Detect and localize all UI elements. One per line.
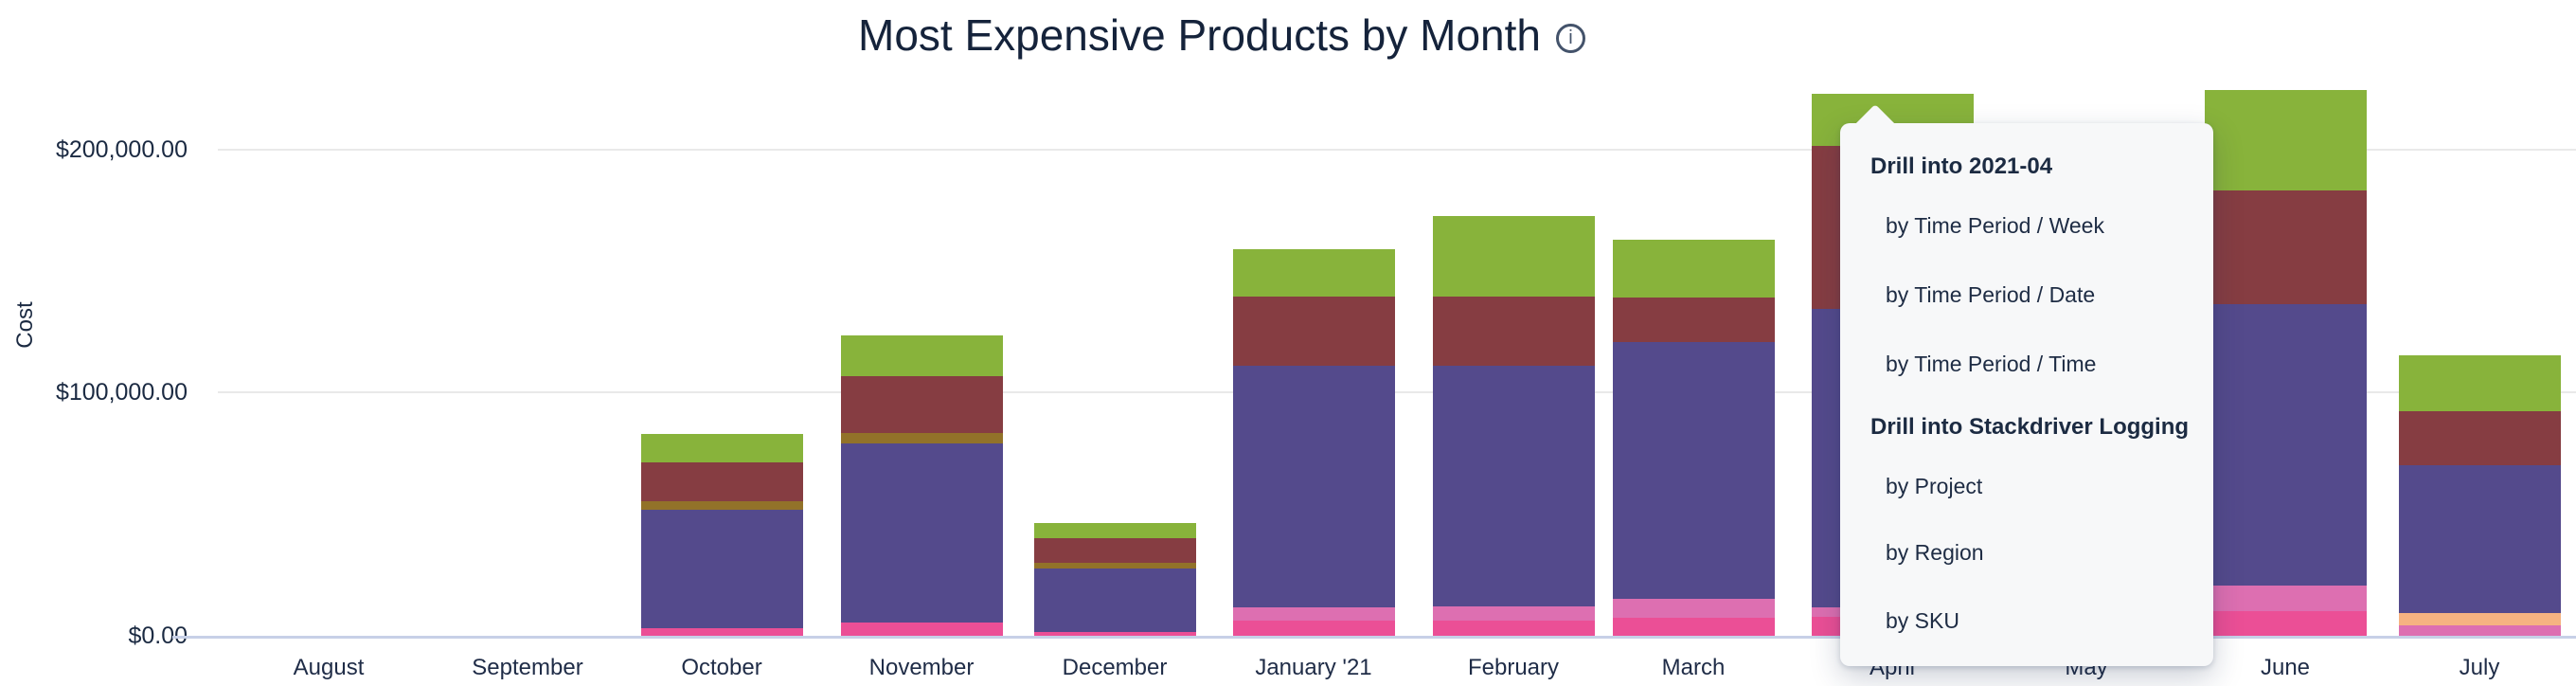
bar-segment-deep_pink[interactable]: [1232, 621, 1395, 636]
bar-segment-green[interactable]: [2398, 355, 2561, 411]
bar-segment-purple[interactable]: [1033, 569, 1196, 632]
bar-segment-deep_pink[interactable]: [2204, 611, 2367, 636]
bar-march[interactable]: [1612, 240, 1775, 636]
bar-february[interactable]: [1432, 216, 1595, 636]
bar-october[interactable]: [640, 434, 803, 636]
x-tick-label-january-21: January '21: [1255, 655, 1372, 680]
bar-segment-light_pink[interactable]: [2398, 625, 2561, 636]
y-tick-label-0: $0.00: [128, 623, 188, 649]
gridline-100000: [218, 391, 2576, 393]
bar-segment-purple[interactable]: [1432, 366, 1595, 606]
x-tick-label-august: August: [293, 655, 365, 680]
bar-segment-green[interactable]: [1612, 240, 1775, 298]
bar-segment-maroon[interactable]: [1612, 298, 1775, 342]
menu-item-by-region[interactable]: by Region: [1886, 540, 1984, 565]
bar-segment-deep_pink[interactable]: [1612, 618, 1775, 636]
x-tick-label-september: September: [472, 655, 583, 680]
x-tick-label-february: February: [1467, 655, 1560, 680]
bar-segment-orange[interactable]: [2398, 613, 2561, 625]
x-tick-label-december: December: [1062, 655, 1168, 680]
bar-segment-maroon[interactable]: [1033, 538, 1196, 563]
gridline-200000: [218, 149, 2576, 151]
page-title: Most Expensive Products by Month: [858, 10, 1541, 60]
bar-segment-light_pink[interactable]: [2204, 586, 2367, 611]
bar-segment-deep_pink[interactable]: [640, 628, 803, 636]
bar-segment-deep_pink[interactable]: [840, 623, 1003, 636]
bar-june[interactable]: [2204, 90, 2367, 636]
bar-segment-purple[interactable]: [1612, 342, 1775, 599]
x-tick-label-october: October: [681, 655, 762, 680]
menu-item-by-time-period-date[interactable]: by Time Period / Date: [1886, 282, 2096, 307]
bar-segment-purple[interactable]: [2204, 304, 2367, 586]
bar-january-21[interactable]: [1232, 249, 1395, 636]
y-tick-label-100000: $100,000.00: [55, 379, 188, 406]
bar-segment-deep_pink[interactable]: [1033, 632, 1196, 636]
bar-segment-purple[interactable]: [1232, 366, 1395, 607]
bar-segment-green[interactable]: [1033, 523, 1196, 538]
bar-segment-light_pink[interactable]: [1232, 607, 1395, 621]
bar-segment-green[interactable]: [640, 434, 803, 462]
bar-segment-maroon[interactable]: [1232, 297, 1395, 366]
menu-item-by-time-period-week[interactable]: by Time Period / Week: [1886, 213, 2104, 238]
bar-segment-maroon[interactable]: [640, 462, 803, 501]
bar-segment-green[interactable]: [1432, 216, 1595, 297]
bar-segment-green[interactable]: [1232, 249, 1395, 297]
bar-november[interactable]: [840, 335, 1003, 636]
y-tick-label-200000: $200,000.00: [55, 136, 188, 163]
menu-section-header-drill-into-2021-04: Drill into 2021-04: [1870, 153, 2053, 179]
bar-segment-deep_pink[interactable]: [1432, 621, 1595, 636]
x-tick-label-july: July: [2459, 655, 2500, 680]
x-tick-label-june: June: [2260, 655, 2311, 680]
y-axis-title: Cost: [12, 301, 38, 349]
bar-segment-olive[interactable]: [840, 433, 1003, 443]
menu-item-by-project[interactable]: by Project: [1886, 474, 1983, 498]
x-tick-label-march: March: [1661, 655, 1726, 680]
bar-segment-purple[interactable]: [840, 443, 1003, 623]
bar-segment-maroon[interactable]: [2204, 190, 2367, 304]
chart-title-row: Most Expensive Products by Month i: [0, 9, 2443, 61]
bar-segment-maroon[interactable]: [1432, 297, 1595, 366]
bar-segment-maroon[interactable]: [840, 376, 1003, 433]
x-tick-label-november: November: [868, 655, 975, 680]
bar-segment-olive[interactable]: [1033, 563, 1196, 569]
menu-section-header-drill-into-stackdriver-logging: Drill into Stackdriver Logging: [1870, 414, 2190, 440]
bar-segment-maroon[interactable]: [2398, 411, 2561, 465]
bar-segment-green[interactable]: [2204, 90, 2367, 190]
bar-segment-purple[interactable]: [2398, 465, 2561, 613]
drilldown-menu: Drill into 2021-04 by Time Period / Week b…: [1840, 103, 2213, 666]
bar-segment-green[interactable]: [840, 335, 1003, 376]
bar-segment-light_pink[interactable]: [1432, 606, 1595, 621]
bar-july[interactable]: [2398, 355, 2561, 636]
bar-segment-light_pink[interactable]: [1612, 599, 1775, 618]
menu-item-by-sku[interactable]: by SKU: [1886, 608, 1959, 633]
menu-item-by-time-period-time[interactable]: by Time Period / Time: [1886, 352, 2097, 376]
bar-december[interactable]: [1033, 523, 1196, 636]
info-icon[interactable]: i: [1556, 24, 1585, 54]
bar-segment-olive[interactable]: [640, 501, 803, 510]
bar-segment-purple[interactable]: [640, 510, 803, 628]
x-axis-line: [172, 636, 2576, 639]
